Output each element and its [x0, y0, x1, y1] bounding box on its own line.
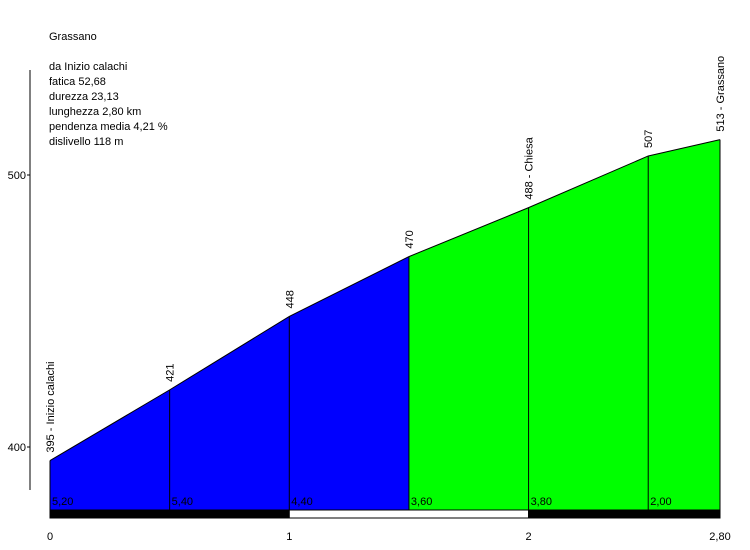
point-elevation-label: 470	[404, 230, 416, 248]
info-dislivello: dislivello 118 m	[49, 136, 124, 148]
info-durezza: durezza 23,13	[49, 91, 119, 103]
segment-gradient-label: 2,00	[650, 496, 671, 508]
x-tick-label: 1	[286, 531, 292, 543]
point-elevation-label: 513 - Grassano	[715, 56, 727, 132]
point-elevation-label: 507	[643, 130, 655, 148]
segment-area-3	[289, 256, 409, 510]
profile-info: Grassano da Inizio calachi fatica 52,68 …	[49, 30, 168, 150]
km-bar-segment-3	[528, 509, 721, 519]
info-fatica: fatica 52,68	[49, 76, 106, 88]
point-elevation-label: 395 - Inizio calachi	[45, 361, 57, 452]
segment-gradient-label: 4,40	[291, 496, 312, 508]
info-lunghezza: lunghezza 2,80 km	[49, 106, 142, 118]
segment-gradient-label: 3,60	[411, 496, 432, 508]
km-bar-segment-1	[49, 509, 290, 519]
segment-gradient-label: 5,20	[52, 496, 73, 508]
point-elevation-label: 421	[165, 364, 177, 382]
segment-area-5	[528, 155, 649, 510]
segment-area-4	[408, 207, 529, 510]
info-pendenza: pendenza media 4,21 %	[49, 121, 168, 133]
x-tick-label: 2	[526, 531, 532, 543]
info-start: da Inizio calachi	[49, 61, 128, 73]
point-elevation-label: 488 - Chiesa	[524, 136, 536, 199]
segment-area-2	[169, 316, 290, 510]
segment-gradient-label: 5,40	[172, 496, 193, 508]
y-tick-label: 500	[8, 170, 26, 182]
point-elevation-label: 448	[284, 290, 296, 308]
x-tick-label: 0	[47, 531, 53, 543]
segment-gradient-label: 3,80	[531, 496, 552, 508]
segment-area-6	[648, 139, 720, 510]
x-tick-label: 2,80	[709, 531, 730, 543]
segment-area-1	[50, 389, 170, 510]
y-tick-label: 400	[8, 442, 26, 454]
km-bar-segment-2	[288, 509, 530, 519]
profile-title: Grassano	[49, 31, 97, 43]
